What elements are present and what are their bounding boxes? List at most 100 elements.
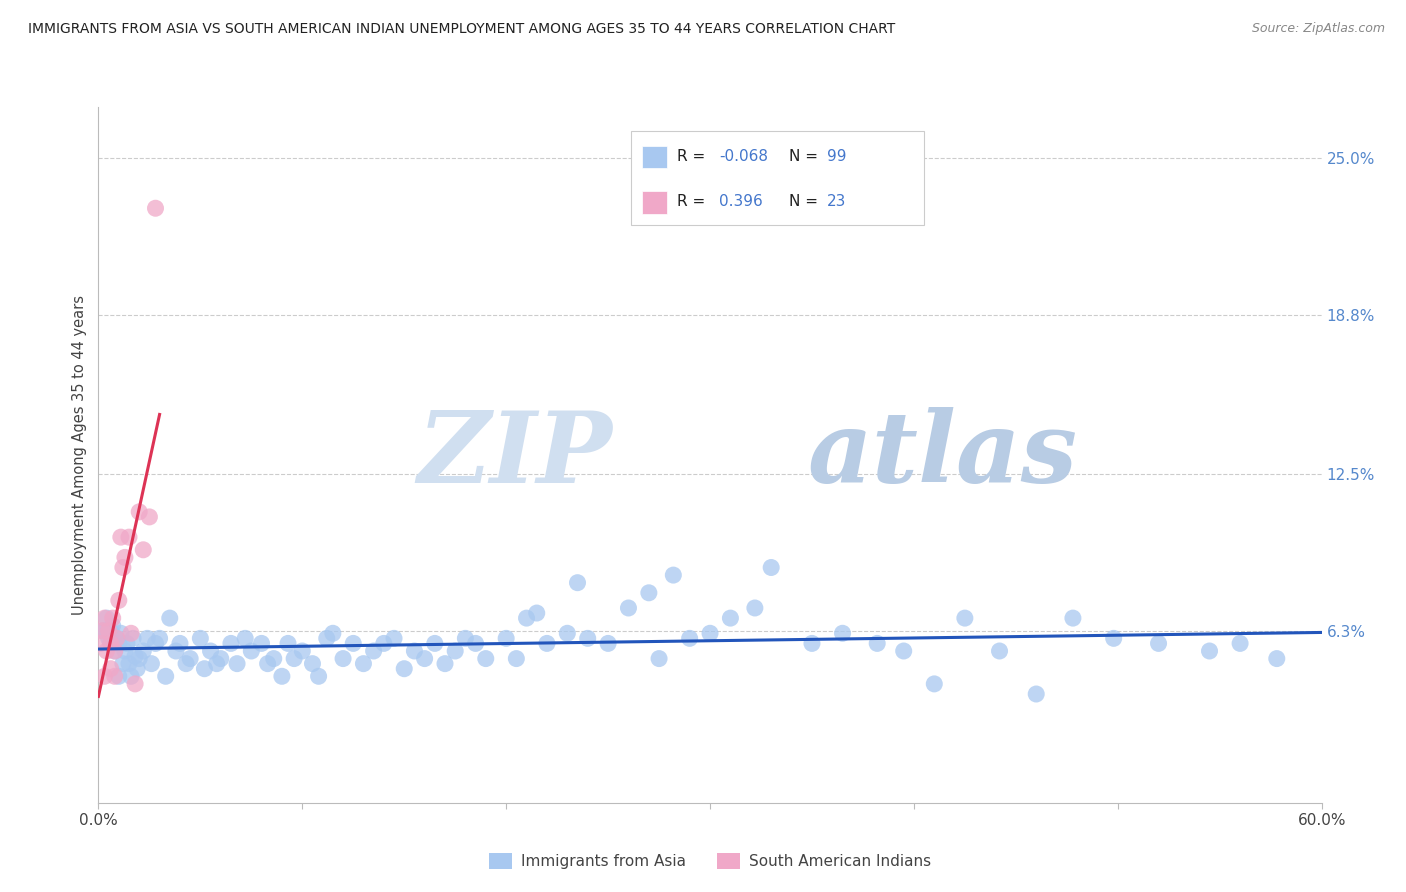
Point (1102, 632, 1125, 646)
Point (263, 651, 285, 665)
Point (108, 669, 131, 683)
Point (93, 611, 115, 625)
Point (576, 632, 599, 646)
Point (100, 636, 122, 650)
Text: N =: N = (789, 148, 824, 163)
Text: R =: R = (676, 148, 710, 163)
Point (718, 611, 742, 625)
Point (495, 632, 517, 646)
Point (240, 644, 263, 658)
Point (233, 632, 256, 646)
Point (648, 651, 671, 665)
Point (97, 632, 120, 646)
Point (110, 530, 132, 544)
Point (444, 644, 467, 658)
Point (128, 505, 150, 519)
Point (308, 669, 330, 683)
Point (322, 626, 344, 640)
Point (598, 636, 620, 650)
Point (555, 626, 579, 640)
Point (111, 657, 134, 671)
Text: N =: N = (789, 194, 824, 209)
Point (104, 644, 127, 658)
Point (392, 662, 416, 676)
Point (138, 509, 160, 524)
Point (1198, 644, 1220, 658)
Point (179, 651, 201, 665)
Point (505, 651, 527, 665)
Point (118, 530, 141, 544)
Point (464, 636, 486, 650)
Point (474, 651, 498, 665)
Point (91, 624, 114, 638)
Point (145, 201, 167, 215)
Point (373, 636, 395, 650)
Point (136, 632, 159, 646)
Point (352, 657, 374, 671)
Point (250, 636, 273, 650)
Point (159, 611, 181, 625)
Point (617, 601, 640, 615)
Point (332, 651, 354, 665)
Point (132, 542, 155, 557)
Point (149, 632, 172, 646)
Point (145, 636, 167, 650)
Point (118, 657, 141, 671)
Point (205, 657, 228, 671)
Point (516, 611, 538, 625)
Point (454, 632, 477, 646)
Point (744, 601, 766, 615)
Text: IMMIGRANTS FROM ASIA VS SOUTH AMERICAN INDIAN UNEMPLOYMENT AMONG AGES 35 TO 44 Y: IMMIGRANTS FROM ASIA VS SOUTH AMERICAN I… (28, 22, 896, 37)
Point (169, 636, 191, 650)
Point (866, 636, 889, 650)
Point (761, 560, 783, 574)
Point (226, 657, 249, 671)
Point (120, 626, 142, 640)
Text: 0.396: 0.396 (718, 194, 763, 209)
Point (122, 632, 145, 646)
Point (423, 636, 446, 650)
Point (953, 611, 976, 625)
Point (105, 632, 128, 646)
Y-axis label: Unemployment Among Ages 35 to 44 years: Unemployment Among Ages 35 to 44 years (72, 295, 87, 615)
Point (104, 669, 127, 683)
Point (132, 644, 155, 658)
Text: ZIP: ZIP (418, 407, 612, 503)
Point (101, 611, 124, 625)
Point (155, 669, 177, 683)
Point (315, 632, 337, 646)
Text: Source: ZipAtlas.com: Source: ZipAtlas.com (1251, 22, 1385, 36)
Point (89, 636, 111, 650)
Point (108, 636, 131, 650)
Point (283, 651, 305, 665)
Point (536, 636, 558, 650)
Point (100, 662, 122, 676)
Point (270, 669, 294, 683)
Text: -0.068: -0.068 (718, 148, 768, 163)
Point (801, 636, 824, 650)
Point (922, 677, 945, 691)
Point (209, 651, 232, 665)
Point (1265, 651, 1288, 665)
Point (637, 586, 661, 600)
Point (256, 657, 278, 671)
Point (111, 560, 134, 574)
Point (382, 632, 405, 646)
Text: 23: 23 (827, 194, 846, 209)
Point (97, 624, 120, 638)
Point (1025, 687, 1047, 701)
Point (193, 662, 215, 676)
Point (101, 618, 124, 632)
Text: R =: R = (676, 194, 710, 209)
Point (1147, 636, 1170, 650)
Point (124, 677, 146, 691)
Point (104, 644, 127, 658)
Point (91, 624, 114, 638)
Point (108, 593, 131, 607)
Text: atlas: atlas (808, 407, 1078, 503)
Point (413, 651, 436, 665)
Point (93, 669, 115, 683)
Point (114, 644, 136, 658)
Point (567, 575, 589, 590)
Point (188, 632, 212, 646)
